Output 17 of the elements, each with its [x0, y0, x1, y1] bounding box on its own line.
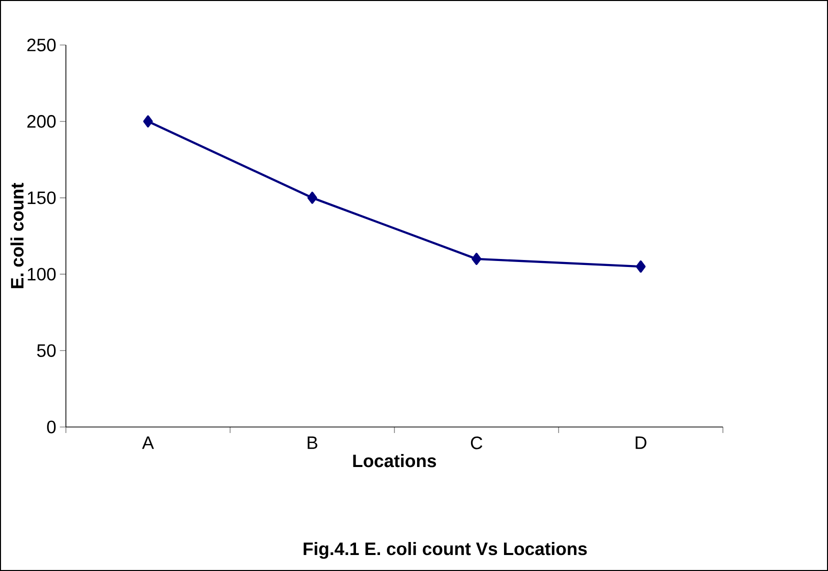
y-axis-title: E. coli count [10, 182, 24, 288]
y-tick-label: 200 [27, 115, 56, 128]
x-axis-title: Locations [353, 454, 436, 468]
y-tick-label: 100 [28, 268, 56, 281]
y-tick-label: 0 [47, 420, 56, 434]
x-tick-label: A [142, 436, 154, 449]
y-tick-label: 50 [37, 344, 56, 357]
point [307, 192, 318, 204]
point [143, 115, 153, 128]
x-tick-label: C [470, 436, 482, 450]
caption: Fig.4.1 E. coli count Vs Locations [304, 542, 587, 559]
point [472, 252, 482, 265]
y-tick-label: 250 [27, 38, 56, 52]
y-tick-label: 150 [28, 191, 56, 204]
x-tick-label: B [308, 436, 318, 449]
x-tick-label: D [636, 436, 646, 449]
point [636, 260, 646, 273]
